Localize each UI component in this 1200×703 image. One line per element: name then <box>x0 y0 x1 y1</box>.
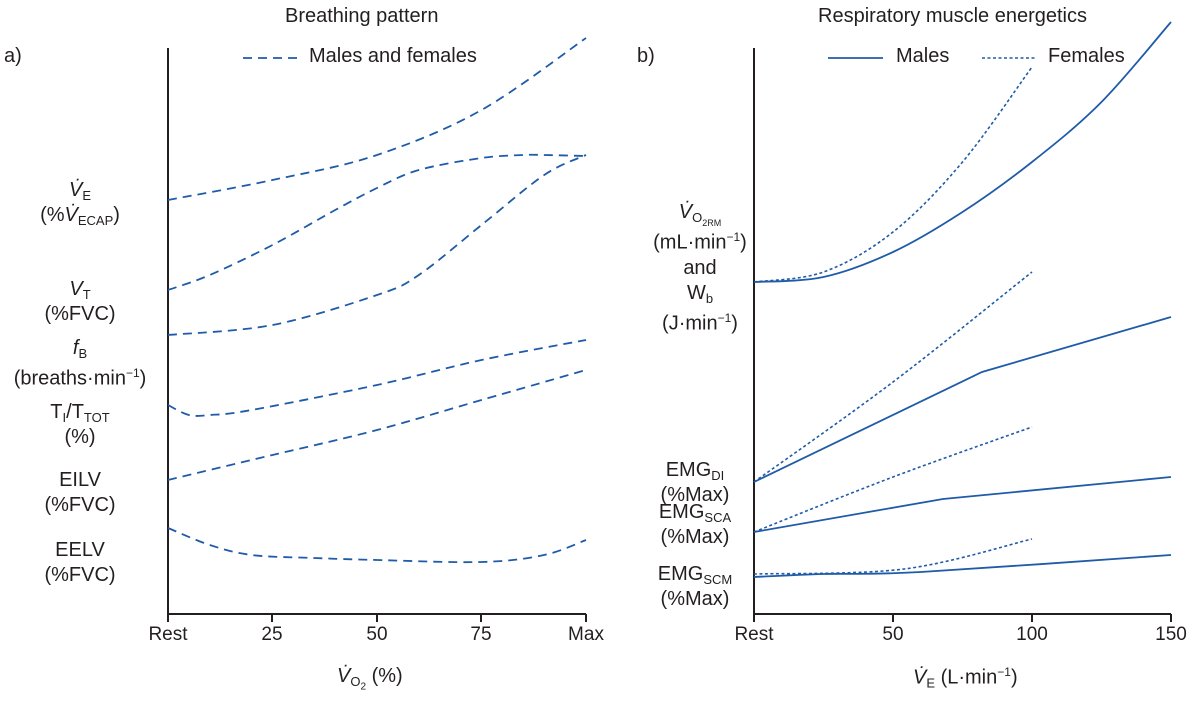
panel-a-series-ti-ttot <box>167 339 587 417</box>
ylabel-emgscm-unit: (%Max) <box>660 588 730 610</box>
panel-a-series-v-e <box>167 37 587 201</box>
panel-b-series-v-o2rm-and-wb-males <box>753 21 1172 283</box>
panel-a-xtick-1: 25 <box>261 624 283 645</box>
ylabel-vo2rm: V̇O2RM (mL·min−1) and Wb (J·min−1) <box>640 200 760 336</box>
panel-b-xlabel: V̇E (L·min−1) <box>913 665 1018 691</box>
ylabel-wb-name: Wb <box>686 281 714 306</box>
panel-b-series-emgscm-males <box>753 554 1172 578</box>
ylabel-emgdi: EMGDI (%Max) <box>645 458 745 508</box>
panel-b-series-emgsca-females <box>753 426 1033 533</box>
panel-a-xtick-2: 50 <box>366 624 388 645</box>
panel-a-series-eilv <box>167 369 587 481</box>
panel-b-series-emgdi-males <box>753 316 1172 483</box>
ylabel-vo2rm-unit: (mL·min−1) <box>653 230 747 254</box>
ylabel-vo2rm-name: V̇O2RM <box>678 201 722 228</box>
panel-a-xtick-0: Rest <box>148 624 188 645</box>
panel-b-series-emgdi-females <box>753 271 1033 483</box>
ylabel-emgscm: EMGSCM (%Max) <box>645 562 745 612</box>
ylabel-vt-unit: (%FVC) <box>44 303 116 325</box>
ylabel-fb-name: fB <box>72 337 88 361</box>
panel-b-legend-females: Females <box>1048 45 1125 67</box>
ylabel-emgsca: EMGSCA (%Max) <box>645 500 745 550</box>
panel-b-legend-males: Males <box>896 45 950 67</box>
panel-a-letter: a) <box>4 45 22 67</box>
panel-b-xtick-1: 50 <box>882 624 904 645</box>
ylabel-emgsca-unit: (%Max) <box>660 526 730 548</box>
ylabel-emgdi-unit: (%Max) <box>660 484 730 506</box>
ylabel-fb: fB (breaths·min−1) <box>0 336 160 392</box>
panel-a-title: Breathing pattern <box>285 5 439 27</box>
ylabel-ve: V̇E (%V̇ECAP) <box>35 178 125 228</box>
ylabel-emgsca-name: EMGSCA <box>658 501 732 525</box>
ylabel-eelv-unit: (%FVC) <box>44 564 116 586</box>
panel-a-xtick-4: Max <box>568 624 604 645</box>
panel-b-series-emgscm-females <box>753 538 1033 575</box>
panel-a-legend-label: Males and females <box>309 45 477 67</box>
panel-a-series-fb <box>167 154 587 336</box>
panel-b-title: Respiratory muscle energetics <box>818 5 1087 27</box>
ylabel-vt: VT (%FVC) <box>35 277 125 327</box>
panel-b-letter: b) <box>637 45 655 67</box>
ylabel-eilv-unit: (%FVC) <box>44 494 116 516</box>
ylabel-emgscm-name: EMGSCM <box>657 563 733 587</box>
ylabel-eilv: EILV (%FVC) <box>35 468 125 518</box>
ylabel-ve-name: V̇E <box>68 179 91 203</box>
ylabel-titot-name: TI/TTOT <box>50 401 110 425</box>
panel-a-xlabel: V̇O2 (%) <box>337 665 403 693</box>
ylabel-wb-unit: (J·min−1) <box>662 310 738 335</box>
ylabel-and: and <box>683 256 717 279</box>
panel-b-series-v-o2rm-and-wb-females <box>753 66 1033 283</box>
ylabel-titot: TI/TTOT (%) <box>20 400 140 450</box>
ylabel-vt-name: VT <box>69 278 91 302</box>
ylabel-eelv-name: EELV <box>55 539 105 561</box>
ylabel-titot-unit: (%) <box>64 426 96 448</box>
ylabel-eilv-name: EILV <box>59 469 101 491</box>
panel-b-xtick-2: 100 <box>1016 624 1048 645</box>
ylabel-fb-unit: (breaths·min−1) <box>13 366 147 390</box>
ylabel-emgdi-name: EMGDI <box>665 459 725 483</box>
panel-b-xtick-3: 150 <box>1155 624 1187 645</box>
panel-b-xtick-0: Rest <box>734 624 774 645</box>
ylabel-eelv: EELV (%FVC) <box>35 538 125 588</box>
panel-b-series-emgsca-males <box>753 476 1172 533</box>
panel-a-series-vt <box>167 153 587 291</box>
panel-a-xtick-3: 75 <box>470 624 492 645</box>
panel-a-series-eelv <box>167 527 587 564</box>
ylabel-ve-unit: (%V̇ECAP) <box>40 204 120 228</box>
